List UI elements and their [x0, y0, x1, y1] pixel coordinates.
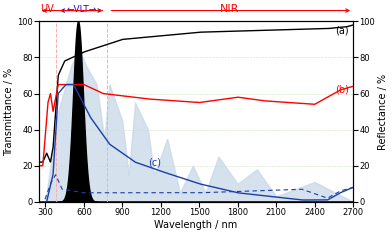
- Y-axis label: Transmittance / %: Transmittance / %: [4, 68, 14, 156]
- Text: UV: UV: [40, 4, 54, 14]
- Text: (b): (b): [335, 85, 349, 95]
- X-axis label: Wavelength / nm: Wavelength / nm: [154, 220, 238, 230]
- Text: NIR: NIR: [220, 4, 240, 14]
- Text: (c): (c): [148, 157, 161, 167]
- Text: ←VLT→: ←VLT→: [66, 5, 96, 14]
- Y-axis label: Reflectance / %: Reflectance / %: [378, 73, 388, 150]
- Text: (a): (a): [335, 26, 349, 35]
